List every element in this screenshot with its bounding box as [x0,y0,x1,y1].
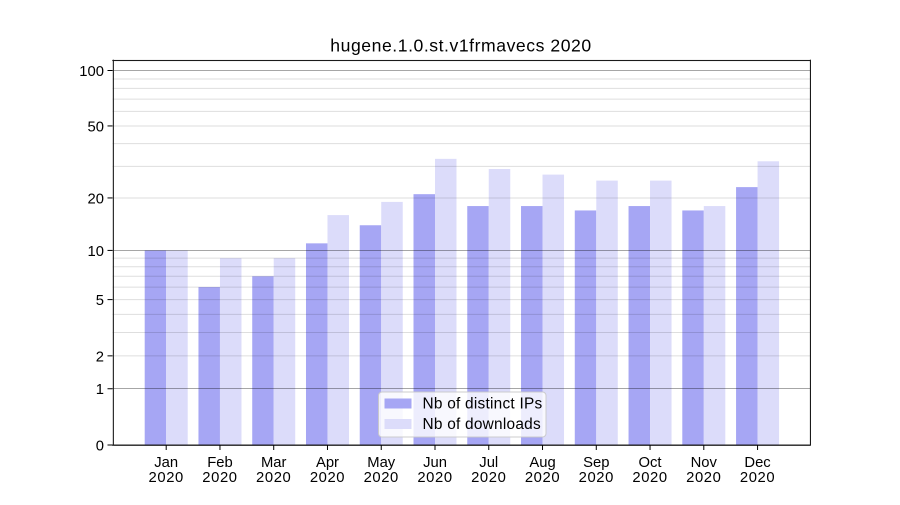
svg-text:0: 0 [96,438,104,454]
svg-text:Nov: Nov [691,455,718,471]
svg-text:5: 5 [96,293,104,309]
svg-text:Nb of downloads: Nb of downloads [423,416,541,433]
svg-text:2020: 2020 [525,470,560,486]
svg-text:2020: 2020 [202,470,237,486]
svg-text:2020: 2020 [740,470,775,486]
svg-text:Jul: Jul [479,455,498,471]
svg-text:2020: 2020 [256,470,291,486]
svg-text:50: 50 [88,119,104,135]
svg-text:Feb: Feb [207,455,233,471]
svg-text:10: 10 [88,244,104,260]
svg-text:Dec: Dec [744,455,771,471]
svg-text:hugene.1.0.st.v1frmavecs 2020: hugene.1.0.st.v1frmavecs 2020 [330,36,591,56]
svg-text:2020: 2020 [632,470,667,486]
svg-text:2: 2 [96,349,104,365]
svg-text:2020: 2020 [364,470,399,486]
svg-text:Oct: Oct [639,455,662,471]
svg-text:2020: 2020 [471,470,506,486]
svg-text:Jun: Jun [423,455,447,471]
svg-text:Apr: Apr [316,455,339,471]
svg-text:100: 100 [79,64,104,80]
svg-text:2020: 2020 [417,470,452,486]
svg-text:Sep: Sep [583,455,609,471]
svg-text:2020: 2020 [149,470,184,486]
svg-text:2020: 2020 [686,470,721,486]
svg-text:20: 20 [88,191,104,207]
svg-text:2020: 2020 [579,470,614,486]
svg-text:1: 1 [96,382,104,398]
svg-text:Nb of distinct IPs: Nb of distinct IPs [423,396,543,413]
svg-text:Aug: Aug [529,455,555,471]
svg-text:Jan: Jan [154,455,178,471]
svg-text:2020: 2020 [310,470,345,486]
svg-text:Mar: Mar [261,455,287,471]
svg-text:May: May [367,455,396,471]
